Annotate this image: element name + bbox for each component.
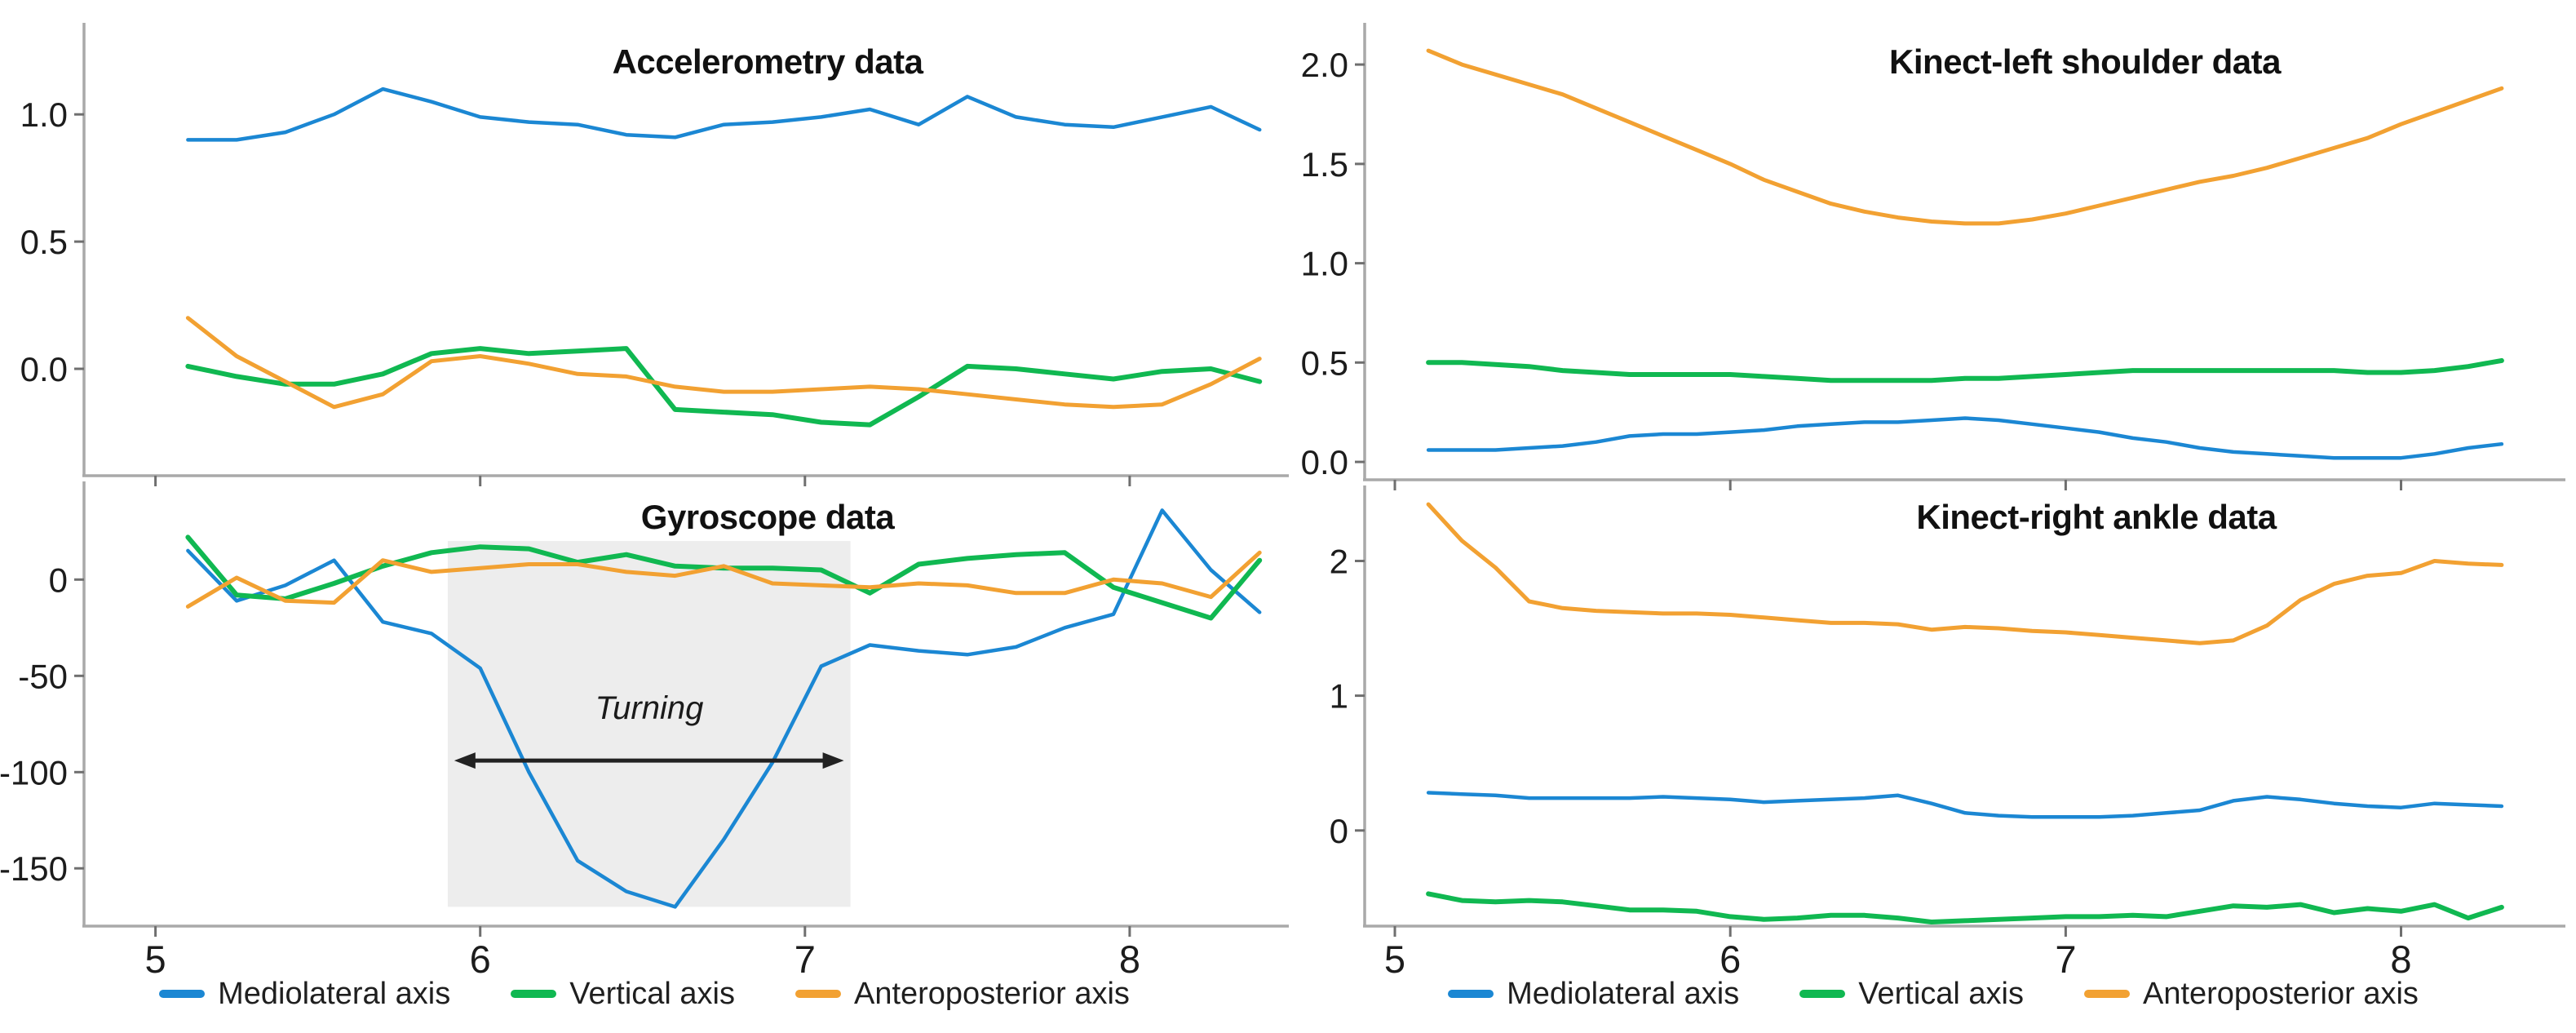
turning-annotation-label: Turning <box>595 690 704 726</box>
y-tick-label: 0 <box>49 561 68 599</box>
legend-swatch-mediolateral-icon <box>1448 990 1494 998</box>
series-mediolateral <box>186 86 1262 142</box>
legend-swatch-vertical-icon <box>1799 990 1846 998</box>
series-mediolateral <box>1426 791 2504 819</box>
y-tick-label: 0 <box>1330 812 1348 850</box>
series-vertical <box>1426 891 2504 924</box>
series-vertical <box>185 346 1263 428</box>
legend-swatch-anteroposterior-icon <box>794 990 841 998</box>
legend-right: Mediolateral axis Vertical axis Anteropo… <box>1321 973 2545 1015</box>
chart-title-kinect-left-shoulder: Kinect-left shoulder data <box>1889 42 2281 81</box>
legend-label: Mediolateral axis <box>1507 976 1740 1011</box>
legend-swatch-vertical-icon <box>511 990 557 998</box>
legend-swatch-mediolateral-icon <box>159 990 206 998</box>
y-tick-label: 0.5 <box>1301 344 1348 382</box>
x-tick-label: 6 <box>1720 938 1741 981</box>
chart-gyroscope: 5 6 7 8 0 -50 -100 -150 <box>0 481 1289 981</box>
chart-title-kinect-right-ankle: Kinect-right ankle data <box>1916 498 2277 536</box>
y-tick-label: 2 <box>1330 543 1348 581</box>
chart-title-accelerometry: Accelerometry data <box>612 42 923 81</box>
x-tick-label: 7 <box>794 938 816 981</box>
x-tick-label: 5 <box>1384 938 1405 981</box>
y-tick-label: -50 <box>18 657 68 695</box>
y-tick-label: 2.0 <box>1301 46 1348 84</box>
x-tick-label: 8 <box>1119 938 1140 981</box>
arrow-right-head-icon <box>822 752 844 769</box>
legend-item-mediolateral: Mediolateral axis <box>159 977 450 1012</box>
legend-label: Anteroposterior axis <box>2142 976 2419 1011</box>
series-mediolateral <box>1426 416 2504 460</box>
series-anteroposterior <box>1426 502 2504 645</box>
chart-kinect-right-ankle: 5 6 7 8 0 1 2 <box>1330 485 2565 981</box>
x-tick-label: 5 <box>145 938 166 981</box>
legend-item-mediolateral: Mediolateral axis <box>1448 977 1739 1012</box>
y-tick-label: -100 <box>0 753 68 791</box>
legend-item-vertical: Vertical axis <box>1799 977 2024 1012</box>
legend-label: Mediolateral axis <box>218 976 451 1011</box>
y-tick-label: 1.0 <box>20 95 68 134</box>
y-tick-label: 0.0 <box>20 350 68 388</box>
legend-item-vertical: Vertical axis <box>511 977 735 1012</box>
x-tick-label: 6 <box>470 938 491 981</box>
y-tick-label: 1.0 <box>1301 245 1348 283</box>
x-tick-label: 8 <box>2390 938 2411 981</box>
series-anteroposterior <box>185 316 1262 410</box>
y-tick-label: 0.0 <box>1301 443 1348 481</box>
legend-swatch-anteroposterior-icon <box>2083 990 2130 998</box>
y-tick-label: 1.5 <box>1301 145 1348 184</box>
x-tick-label: 7 <box>2055 938 2076 981</box>
legend-label: Vertical axis <box>1858 976 2024 1011</box>
arrow-left-head-icon <box>454 752 476 769</box>
legend-item-anteroposterior: Anteroposterior axis <box>794 976 1130 1012</box>
series-mediolateral <box>186 508 1262 909</box>
series-vertical <box>1426 357 2504 383</box>
series-anteroposterior <box>1426 48 2504 226</box>
legend-left: Mediolateral axis Vertical axis Anteropo… <box>33 973 1256 1015</box>
y-tick-label: 0.5 <box>20 223 68 261</box>
legend-label: Anteroposterior axis <box>853 976 1130 1011</box>
legend-item-anteroposterior: Anteroposterior axis <box>2083 976 2419 1012</box>
y-tick-label: -150 <box>0 849 68 888</box>
chart-accelerometry: 0.0 0.5 1.0 <box>20 23 1289 486</box>
y-tick-label: 1 <box>1330 677 1348 716</box>
chart-kinect-left-shoulder: 0.0 0.5 1.0 1.5 2.0 <box>1301 23 2565 490</box>
series-anteroposterior <box>185 550 1262 609</box>
chart-title-gyroscope: Gyroscope data <box>640 498 895 536</box>
legend-label: Vertical axis <box>569 976 735 1011</box>
turning-shaded-region <box>447 541 851 907</box>
